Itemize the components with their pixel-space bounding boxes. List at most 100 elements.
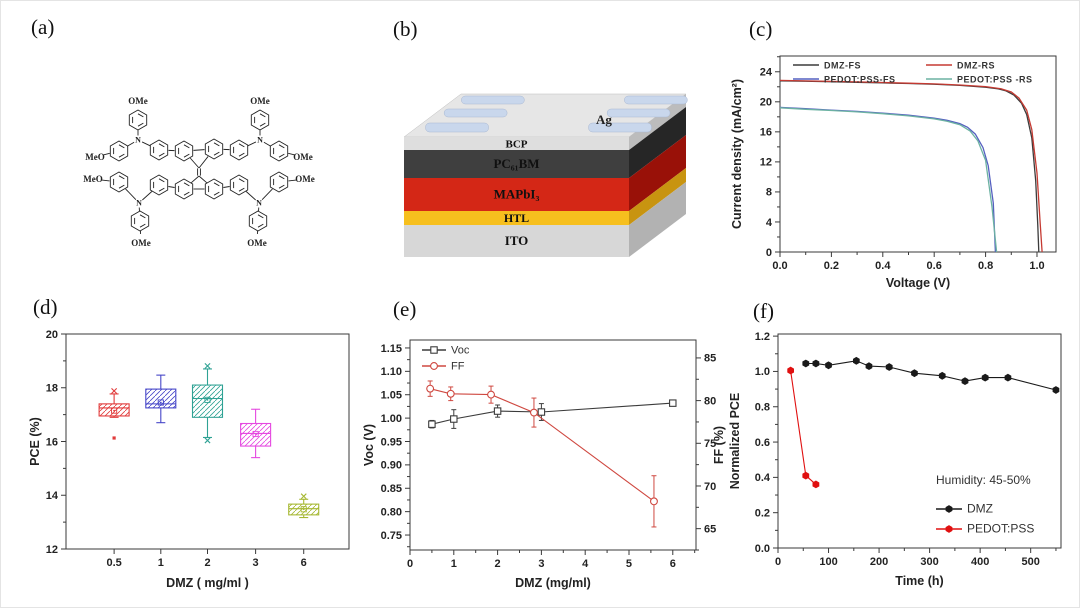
x-axis-title: Voltage (V) xyxy=(886,276,950,290)
marker-circle xyxy=(529,408,538,417)
x-tick-label: 100 xyxy=(819,556,837,568)
nitrogen-atom-label: N xyxy=(256,199,262,208)
y-tick-label: 0.6 xyxy=(755,437,770,449)
x-tick-label: 0 xyxy=(407,558,413,570)
x-tick-label: 6 xyxy=(301,557,307,569)
plot-frame xyxy=(777,333,1062,549)
marker-hexagon xyxy=(911,369,918,378)
marker-hexagon xyxy=(825,361,832,370)
x-tick-label: 500 xyxy=(1021,556,1039,568)
marker-hexagon xyxy=(938,371,946,380)
marker-square xyxy=(669,399,677,407)
y-tick-label: 12 xyxy=(760,157,772,169)
x-tick-label: 4 xyxy=(582,558,589,570)
y-tick-label: 0.0 xyxy=(755,543,770,555)
legend-label: DMZ xyxy=(967,502,993,516)
molecule-rings xyxy=(109,109,289,232)
y-tick-label: 0.80 xyxy=(381,506,402,518)
marker-hexagon xyxy=(787,366,794,375)
methoxy-group-label: OMe xyxy=(295,174,315,184)
marker-hexagon xyxy=(812,480,820,489)
layer-side-1 xyxy=(629,107,686,178)
y-tick-label: 4 xyxy=(766,217,773,229)
y2-tick-label: 80 xyxy=(704,395,716,407)
molecule-structure: N N N N OMe MeO OMe OMe MeO OMe OMe OMe xyxy=(83,96,315,248)
box-2 xyxy=(191,362,224,444)
electrode-pad xyxy=(461,95,525,105)
layer-label: BCP xyxy=(506,139,528,151)
nitrogen-atom-label: N xyxy=(257,136,263,145)
x-tick-label: 1.0 xyxy=(1029,260,1044,272)
y2-tick-label: 70 xyxy=(704,481,716,493)
legend-label: PEDOT:PSS xyxy=(967,522,1034,536)
nitrogen-atom-label: N xyxy=(135,136,141,145)
y-tick-label: 20 xyxy=(46,329,58,341)
methoxy-group-label: OMe xyxy=(247,238,267,248)
y-axis-title: Normalized PCE xyxy=(728,393,742,490)
panel-f-label: (f) xyxy=(753,299,774,323)
marker-square xyxy=(450,415,458,423)
y-tick-label: 18 xyxy=(46,383,58,395)
marker-hexagon xyxy=(945,525,953,533)
x-axis-title: DMZ ( mg/ml ) xyxy=(166,576,249,590)
series-Voc xyxy=(428,399,677,429)
x-tick-label: 1 xyxy=(451,558,457,570)
methoxy-group-label: OMe xyxy=(128,96,148,106)
series-DMZ xyxy=(802,356,1060,394)
y2-tick-label: 85 xyxy=(704,353,716,365)
x-tick-label: 3 xyxy=(253,557,259,569)
x-tick-label: 0.5 xyxy=(106,557,121,569)
axis-ticks xyxy=(61,333,305,554)
marker-circle xyxy=(487,390,495,399)
legend: Voc FF xyxy=(422,345,470,373)
marker-circle xyxy=(426,384,435,393)
electrode-pad xyxy=(425,122,489,133)
methoxy-group-label: MeO xyxy=(83,174,103,184)
panel-e-label: (e) xyxy=(393,297,417,321)
x-tick-label: 2 xyxy=(495,558,501,570)
series-PEDOT:PSS -RS xyxy=(779,107,998,253)
y-axis-title: PCE (%) xyxy=(28,417,42,466)
y-tick-label: 0.2 xyxy=(755,507,770,519)
legend-label: DMZ-RS xyxy=(957,61,995,71)
y-tick-label: 1.2 xyxy=(755,331,770,343)
marker-square xyxy=(430,346,438,354)
marker-hexagon xyxy=(865,362,873,370)
y2-tick-label: 75 xyxy=(704,438,716,450)
y-tick-label: 14 xyxy=(46,490,59,502)
y-axis-title: Voc (V) xyxy=(363,424,376,466)
panel-b-label: (b) xyxy=(393,17,418,41)
y-tick-label: 1.00 xyxy=(381,413,402,425)
x-axis-title: Time (h) xyxy=(895,574,943,588)
x-tick-label: 0.0 xyxy=(772,260,787,272)
y-tick-label: 20 xyxy=(760,97,772,109)
electrode-label: Ag xyxy=(596,112,612,127)
methoxy-group-label: MeO xyxy=(85,152,105,162)
marker-hexagon xyxy=(961,377,969,385)
electrode-pad xyxy=(606,108,671,118)
marker-hexagon xyxy=(812,359,820,368)
box-6 xyxy=(288,493,320,519)
x-tick-label: 300 xyxy=(920,556,938,568)
electrode-pad xyxy=(588,122,652,133)
y2-axis-title: FF (%) xyxy=(712,426,726,464)
x-tick-label: 3 xyxy=(538,558,544,570)
series-FF xyxy=(426,380,658,528)
layer-front-1 xyxy=(404,150,629,178)
y-tick-label: 0.8 xyxy=(755,402,770,414)
y-axis-title: Current density (mA/cm²) xyxy=(730,79,744,229)
legend-label: Voc xyxy=(451,345,470,357)
chart-f: 0 100 200 300 400 500 0.0 0.2 0.4 0.6 0.8 1.0 1.2 Tim… xyxy=(728,331,1062,588)
x-tick-label: 5 xyxy=(626,558,632,570)
y-tick-label: 0.4 xyxy=(755,472,771,484)
marker-circle xyxy=(430,362,438,370)
layer-front-3 xyxy=(404,211,629,225)
axis-ticks xyxy=(773,335,1057,553)
layer-label: HTL xyxy=(504,211,529,225)
layer-label: PC₆₁BM xyxy=(493,156,539,171)
marker-circle xyxy=(650,497,658,506)
y-tick-label: 8 xyxy=(766,187,772,199)
x-tick-label: 6 xyxy=(670,558,676,570)
